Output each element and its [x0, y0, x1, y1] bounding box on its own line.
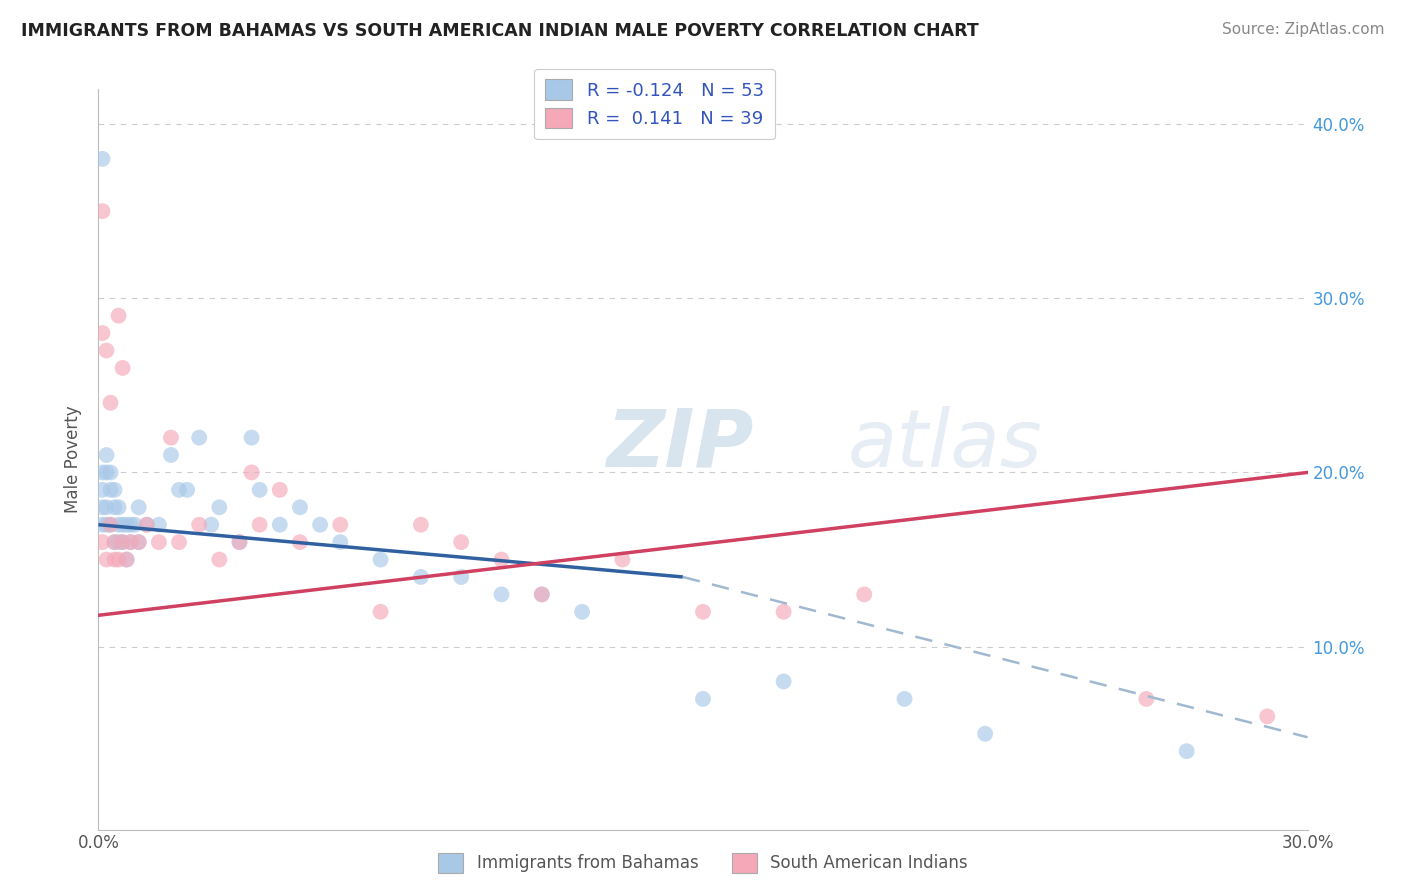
Point — [107, 517, 129, 532]
Text: ZIP: ZIP — [606, 406, 754, 483]
Point — [1256, 709, 1278, 723]
Point — [96, 343, 118, 358]
Legend: R = -0.124   N = 53, R =  0.141   N = 39: R = -0.124 N = 53, R = 0.141 N = 39 — [534, 69, 775, 139]
Point — [974, 727, 997, 741]
Text: Source: ZipAtlas.com: Source: ZipAtlas.com — [1222, 22, 1385, 37]
Point — [148, 517, 170, 532]
Point — [115, 517, 138, 532]
Point — [91, 204, 114, 219]
Point — [370, 552, 392, 566]
Point — [91, 466, 114, 480]
Point — [208, 552, 231, 566]
Point — [91, 500, 114, 515]
Point — [612, 552, 634, 566]
Point — [111, 517, 134, 532]
Point — [107, 309, 129, 323]
Point — [450, 570, 472, 584]
Point — [772, 674, 794, 689]
Point — [107, 500, 129, 515]
Point — [107, 552, 129, 566]
Point — [96, 517, 118, 532]
Point — [135, 517, 157, 532]
Point — [100, 517, 122, 532]
Point — [188, 517, 211, 532]
Point — [200, 517, 222, 532]
Point — [409, 517, 432, 532]
Point — [103, 535, 125, 549]
Point — [208, 500, 231, 515]
Point — [409, 570, 432, 584]
Point — [249, 483, 271, 497]
Legend: Immigrants from Bahamas, South American Indians: Immigrants from Bahamas, South American … — [432, 847, 974, 880]
Point — [91, 517, 114, 532]
Point — [96, 552, 118, 566]
Point — [160, 431, 183, 445]
Point — [530, 587, 553, 601]
Point — [96, 500, 118, 515]
Point — [240, 431, 263, 445]
Point — [188, 431, 211, 445]
Point — [128, 535, 150, 549]
Point — [853, 587, 876, 601]
Point — [228, 535, 250, 549]
Point — [111, 535, 134, 549]
Point — [100, 396, 122, 410]
Point — [269, 517, 291, 532]
Point — [91, 326, 114, 340]
Point — [530, 587, 553, 601]
Point — [91, 535, 114, 549]
Point — [111, 360, 134, 375]
Point — [329, 517, 352, 532]
Point — [491, 587, 513, 601]
Text: IMMIGRANTS FROM BAHAMAS VS SOUTH AMERICAN INDIAN MALE POVERTY CORRELATION CHART: IMMIGRANTS FROM BAHAMAS VS SOUTH AMERICA… — [21, 22, 979, 40]
Point — [450, 535, 472, 549]
Point — [160, 448, 183, 462]
Point — [96, 466, 118, 480]
Point — [167, 483, 190, 497]
Point — [269, 483, 291, 497]
Point — [91, 483, 114, 497]
Point — [115, 552, 138, 566]
Point — [135, 517, 157, 532]
Point — [893, 692, 915, 706]
Point — [120, 517, 142, 532]
Point — [240, 466, 263, 480]
Point — [329, 535, 352, 549]
Point — [96, 448, 118, 462]
Point — [120, 535, 142, 549]
Point — [288, 535, 311, 549]
Point — [571, 605, 593, 619]
Point — [91, 152, 114, 166]
Point — [115, 552, 138, 566]
Point — [107, 535, 129, 549]
Point — [103, 483, 125, 497]
Point — [692, 692, 714, 706]
Point — [111, 535, 134, 549]
Point — [692, 605, 714, 619]
Point — [370, 605, 392, 619]
Point — [100, 483, 122, 497]
Point — [100, 466, 122, 480]
Point — [167, 535, 190, 549]
Point — [309, 517, 332, 532]
Point — [100, 517, 122, 532]
Point — [1135, 692, 1157, 706]
Point — [124, 517, 146, 532]
Point — [128, 535, 150, 549]
Point — [148, 535, 170, 549]
Point — [128, 500, 150, 515]
Point — [120, 535, 142, 549]
Point — [228, 535, 250, 549]
Point — [288, 500, 311, 515]
Point — [103, 500, 125, 515]
Point — [491, 552, 513, 566]
Point — [176, 483, 198, 497]
Point — [1175, 744, 1198, 758]
Point — [249, 517, 271, 532]
Point — [103, 535, 125, 549]
Point — [772, 605, 794, 619]
Y-axis label: Male Poverty: Male Poverty — [65, 406, 83, 513]
Point — [103, 552, 125, 566]
Text: atlas: atlas — [848, 406, 1043, 483]
